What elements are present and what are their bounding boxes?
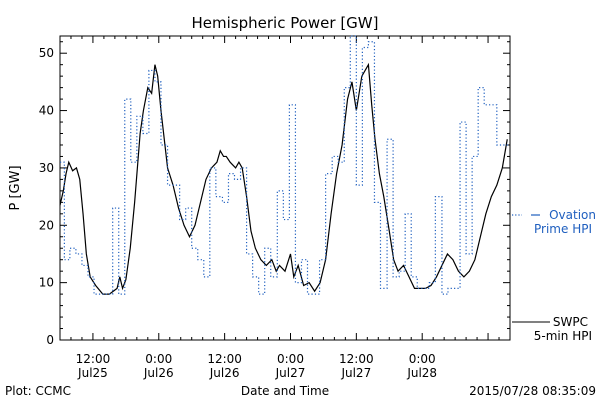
x-tick-time-label: 12:00 [207,352,242,366]
y-tick-label: 50 [39,46,54,60]
y-tick-label: 20 [39,218,54,232]
x-tick-date-label: Jul28 [406,366,437,380]
x-tick-date-label: Jul26 [143,366,174,380]
plot-frame [59,35,511,341]
x-tick-time-label: 0:00 [145,352,172,366]
legend-ovation-label-2: Prime HPI [534,222,592,236]
legend-swpc-label-1: SWPC [553,315,588,329]
y-tick-label: 10 [39,276,54,290]
ovation-prime-hpi-line [60,35,510,295]
y-tick-label: 40 [39,104,54,118]
y-axis-label: P [GW] [8,165,23,210]
plot-credit: Plot: CCMC [5,384,71,398]
x-tick-time-label: 12:00 [76,352,111,366]
x-tick-time-label: 0:00 [409,352,436,366]
x-tick-date-label: Jul26 [209,366,240,380]
swpc-hpi-line [59,62,508,295]
x-tick-time-label: 12:00 [339,352,374,366]
x-tick-date-label: Jul27 [340,366,371,380]
x-tick-time-label: 0:00 [277,352,304,366]
plot-area: 0102030405012:00Jul250:00Jul2612:00Jul26… [39,35,511,380]
x-tick-date-label: Jul27 [275,366,306,380]
legend-ovation-label-1: Ovation [549,208,596,222]
chart-title: Hemispheric Power [GW] [192,14,379,32]
y-tick-label: 30 [39,161,54,175]
y-tick-label: 0 [46,333,54,347]
x-axis-label: Date and Time [241,384,329,398]
legend-swpc-label-2: 5-min HPI [534,329,592,343]
x-tick-date-label: Jul25 [77,366,108,380]
plot-timestamp: 2015/07/28 08:35:09 [469,384,596,398]
